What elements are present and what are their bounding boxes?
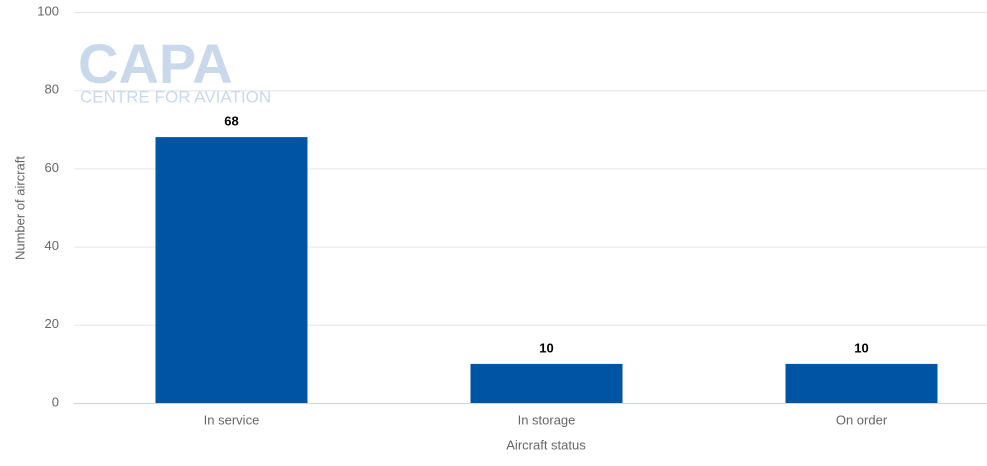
y-tick-label: 40 [45,238,59,253]
value-label: 68 [224,114,238,129]
x-tick-label: On order [836,412,888,427]
y-tick-label: 60 [45,160,59,175]
y-tick-label: 80 [45,82,59,97]
y-tick-label: 20 [45,316,59,331]
bar [470,363,623,403]
watermark-subtitle: CENTRE FOR AVIATION [80,87,271,106]
y-tick-label: 100 [37,3,59,18]
y-axis-title: Number of aircraft [12,156,27,260]
bar [785,363,938,403]
x-axis-title: Aircraft status [506,437,586,452]
y-tick-label: 0 [52,394,59,409]
bar [155,137,308,403]
x-tick-label: In storage [518,412,576,427]
x-tick-label: In service [204,412,260,427]
watermark-title: CAPA [78,32,233,95]
value-label: 10 [854,340,868,355]
value-label: 10 [539,340,553,355]
